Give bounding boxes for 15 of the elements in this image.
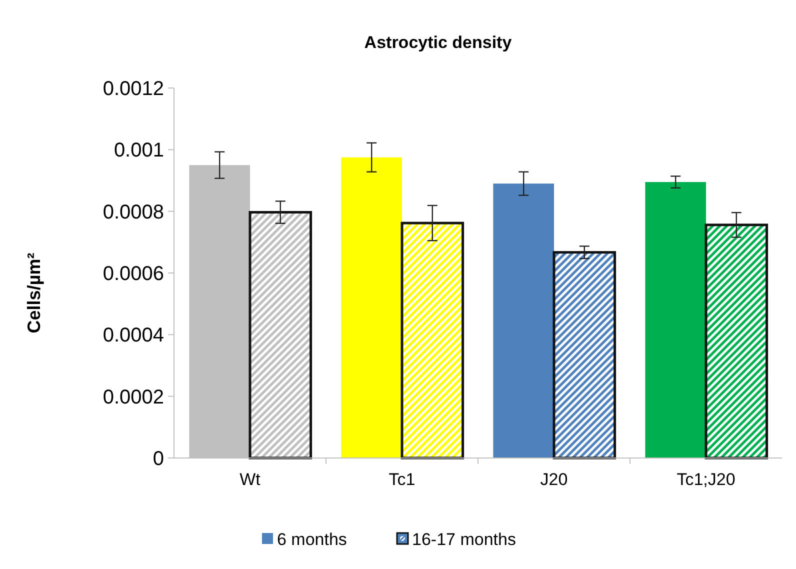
y-tick-label: 0.0012 [102,78,164,100]
x-tick-label: Tc1;J20 [676,470,736,489]
y-tick-label: 0.0008 [102,201,164,224]
x-tick-label: J20 [540,470,568,489]
legend-label: 16-17 months [412,530,516,549]
y-tick-label: 0.0002 [102,386,164,408]
y-axis-title: Cells/µm² [24,252,44,334]
x-tick-label: Tc1 [388,470,416,489]
y-tick-label: 0.001 [114,140,164,162]
chart-title: Astrocytic density [364,33,512,52]
y-tick-label: 0.0004 [102,324,164,347]
x-tick-label: Wt [240,470,261,489]
y-tick-label: 0 [152,448,164,470]
legend-label: 6 months [277,530,347,549]
y-tick-label: 0.0006 [102,263,164,285]
